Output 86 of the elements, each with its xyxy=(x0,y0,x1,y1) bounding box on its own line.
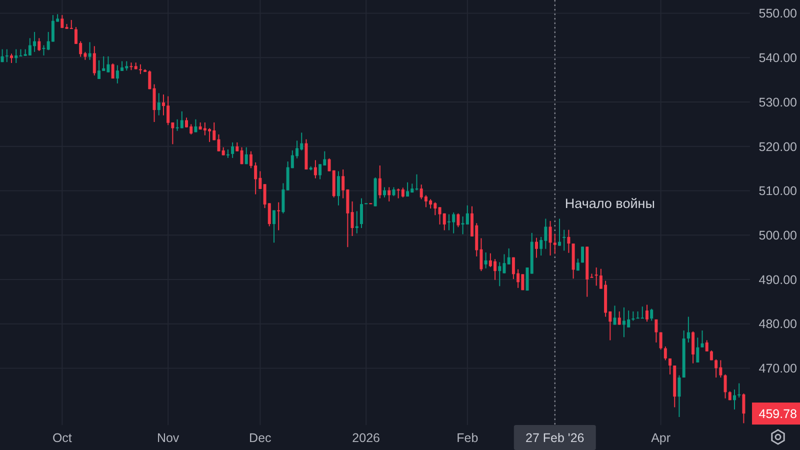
candlestick xyxy=(692,330,695,364)
candlestick xyxy=(401,187,404,198)
candlestick xyxy=(705,340,708,352)
text: 459.78 xyxy=(758,406,798,421)
x-tick-label: Dec xyxy=(249,431,272,445)
candlestick xyxy=(534,237,538,258)
candlestick xyxy=(383,186,386,198)
candlestick xyxy=(282,182,285,214)
candlestick xyxy=(314,160,317,179)
y-tick-label: 540.00 xyxy=(758,51,798,66)
candlestick xyxy=(668,358,672,375)
candlestick xyxy=(618,310,621,326)
candlestick xyxy=(678,374,681,418)
candlestick xyxy=(581,246,584,264)
candlestick xyxy=(272,210,276,244)
candlestick xyxy=(742,393,746,424)
y-tick-label: 490.00 xyxy=(758,272,798,287)
candlestick xyxy=(38,38,41,52)
candlestick xyxy=(157,92,160,116)
candlestick xyxy=(336,170,340,206)
candlestick xyxy=(664,346,667,361)
candlestick xyxy=(659,332,662,350)
candlestick xyxy=(60,14,64,28)
candlestick xyxy=(350,200,354,237)
candlestick xyxy=(10,53,14,64)
candlestick xyxy=(88,42,92,60)
candlestick xyxy=(70,19,73,30)
candlestick xyxy=(640,306,644,320)
y-tick-label: 520.00 xyxy=(758,140,798,154)
candlestick xyxy=(111,62,114,80)
candlestick xyxy=(732,389,736,410)
candlestick xyxy=(92,46,96,76)
x-tick-label: Oct xyxy=(52,431,72,445)
y-tick-label: 530.00 xyxy=(758,95,798,110)
y-tick-label: 510.00 xyxy=(758,184,798,198)
candlestick xyxy=(562,229,566,252)
candlestick xyxy=(650,308,654,322)
candlestick xyxy=(498,262,502,287)
candlestick xyxy=(194,118,198,133)
candlestick xyxy=(240,146,244,165)
candlestick xyxy=(553,233,556,254)
candlestick xyxy=(180,110,184,129)
candlestick xyxy=(277,202,280,231)
candlestick xyxy=(378,164,382,199)
x-tick-label: Nov xyxy=(156,431,180,445)
candlestick xyxy=(507,248,510,265)
x-tick-label: Apr xyxy=(651,431,671,445)
x-tick-label: 2026 xyxy=(352,431,380,445)
candlestick xyxy=(318,164,322,180)
candlestick xyxy=(724,374,727,399)
x-tick-label: Feb xyxy=(456,431,478,445)
y-tick-label: 470.00 xyxy=(758,362,798,376)
ref-line-label: Начало войны xyxy=(564,196,655,211)
candlestick xyxy=(654,318,658,343)
candlestick xyxy=(0,48,4,63)
y-tick-label: 480.00 xyxy=(758,317,798,332)
candlestick xyxy=(42,44,46,56)
x-tick-label: 27 Feb '26 xyxy=(526,431,584,445)
candlestick xyxy=(406,182,410,198)
candlestick xyxy=(456,212,460,228)
candlestick xyxy=(738,382,741,398)
candlestick xyxy=(484,252,488,269)
candlestick xyxy=(714,358,718,378)
candlestick xyxy=(686,316,690,343)
candlestick xyxy=(548,220,552,256)
candlestick xyxy=(98,60,101,80)
candlestick xyxy=(613,305,616,326)
candlestick xyxy=(5,48,8,63)
candlestick xyxy=(632,310,635,322)
candlestick xyxy=(46,31,50,51)
candlestick xyxy=(594,267,598,286)
candlestick xyxy=(645,304,648,322)
candlestick xyxy=(567,229,570,254)
candlestick xyxy=(138,64,142,75)
candlestick xyxy=(558,218,561,246)
y-tick-label: 500.00 xyxy=(758,228,798,242)
candlestick xyxy=(14,48,18,64)
candlestick xyxy=(700,330,704,348)
candlestick xyxy=(231,142,234,158)
candlestick xyxy=(388,186,391,202)
candlestick xyxy=(696,337,700,363)
candlestick xyxy=(152,84,156,122)
candlestick xyxy=(466,204,469,225)
y-tick-label: 550.00 xyxy=(758,6,798,21)
candlestick xyxy=(360,198,363,229)
candlestick xyxy=(244,146,248,165)
